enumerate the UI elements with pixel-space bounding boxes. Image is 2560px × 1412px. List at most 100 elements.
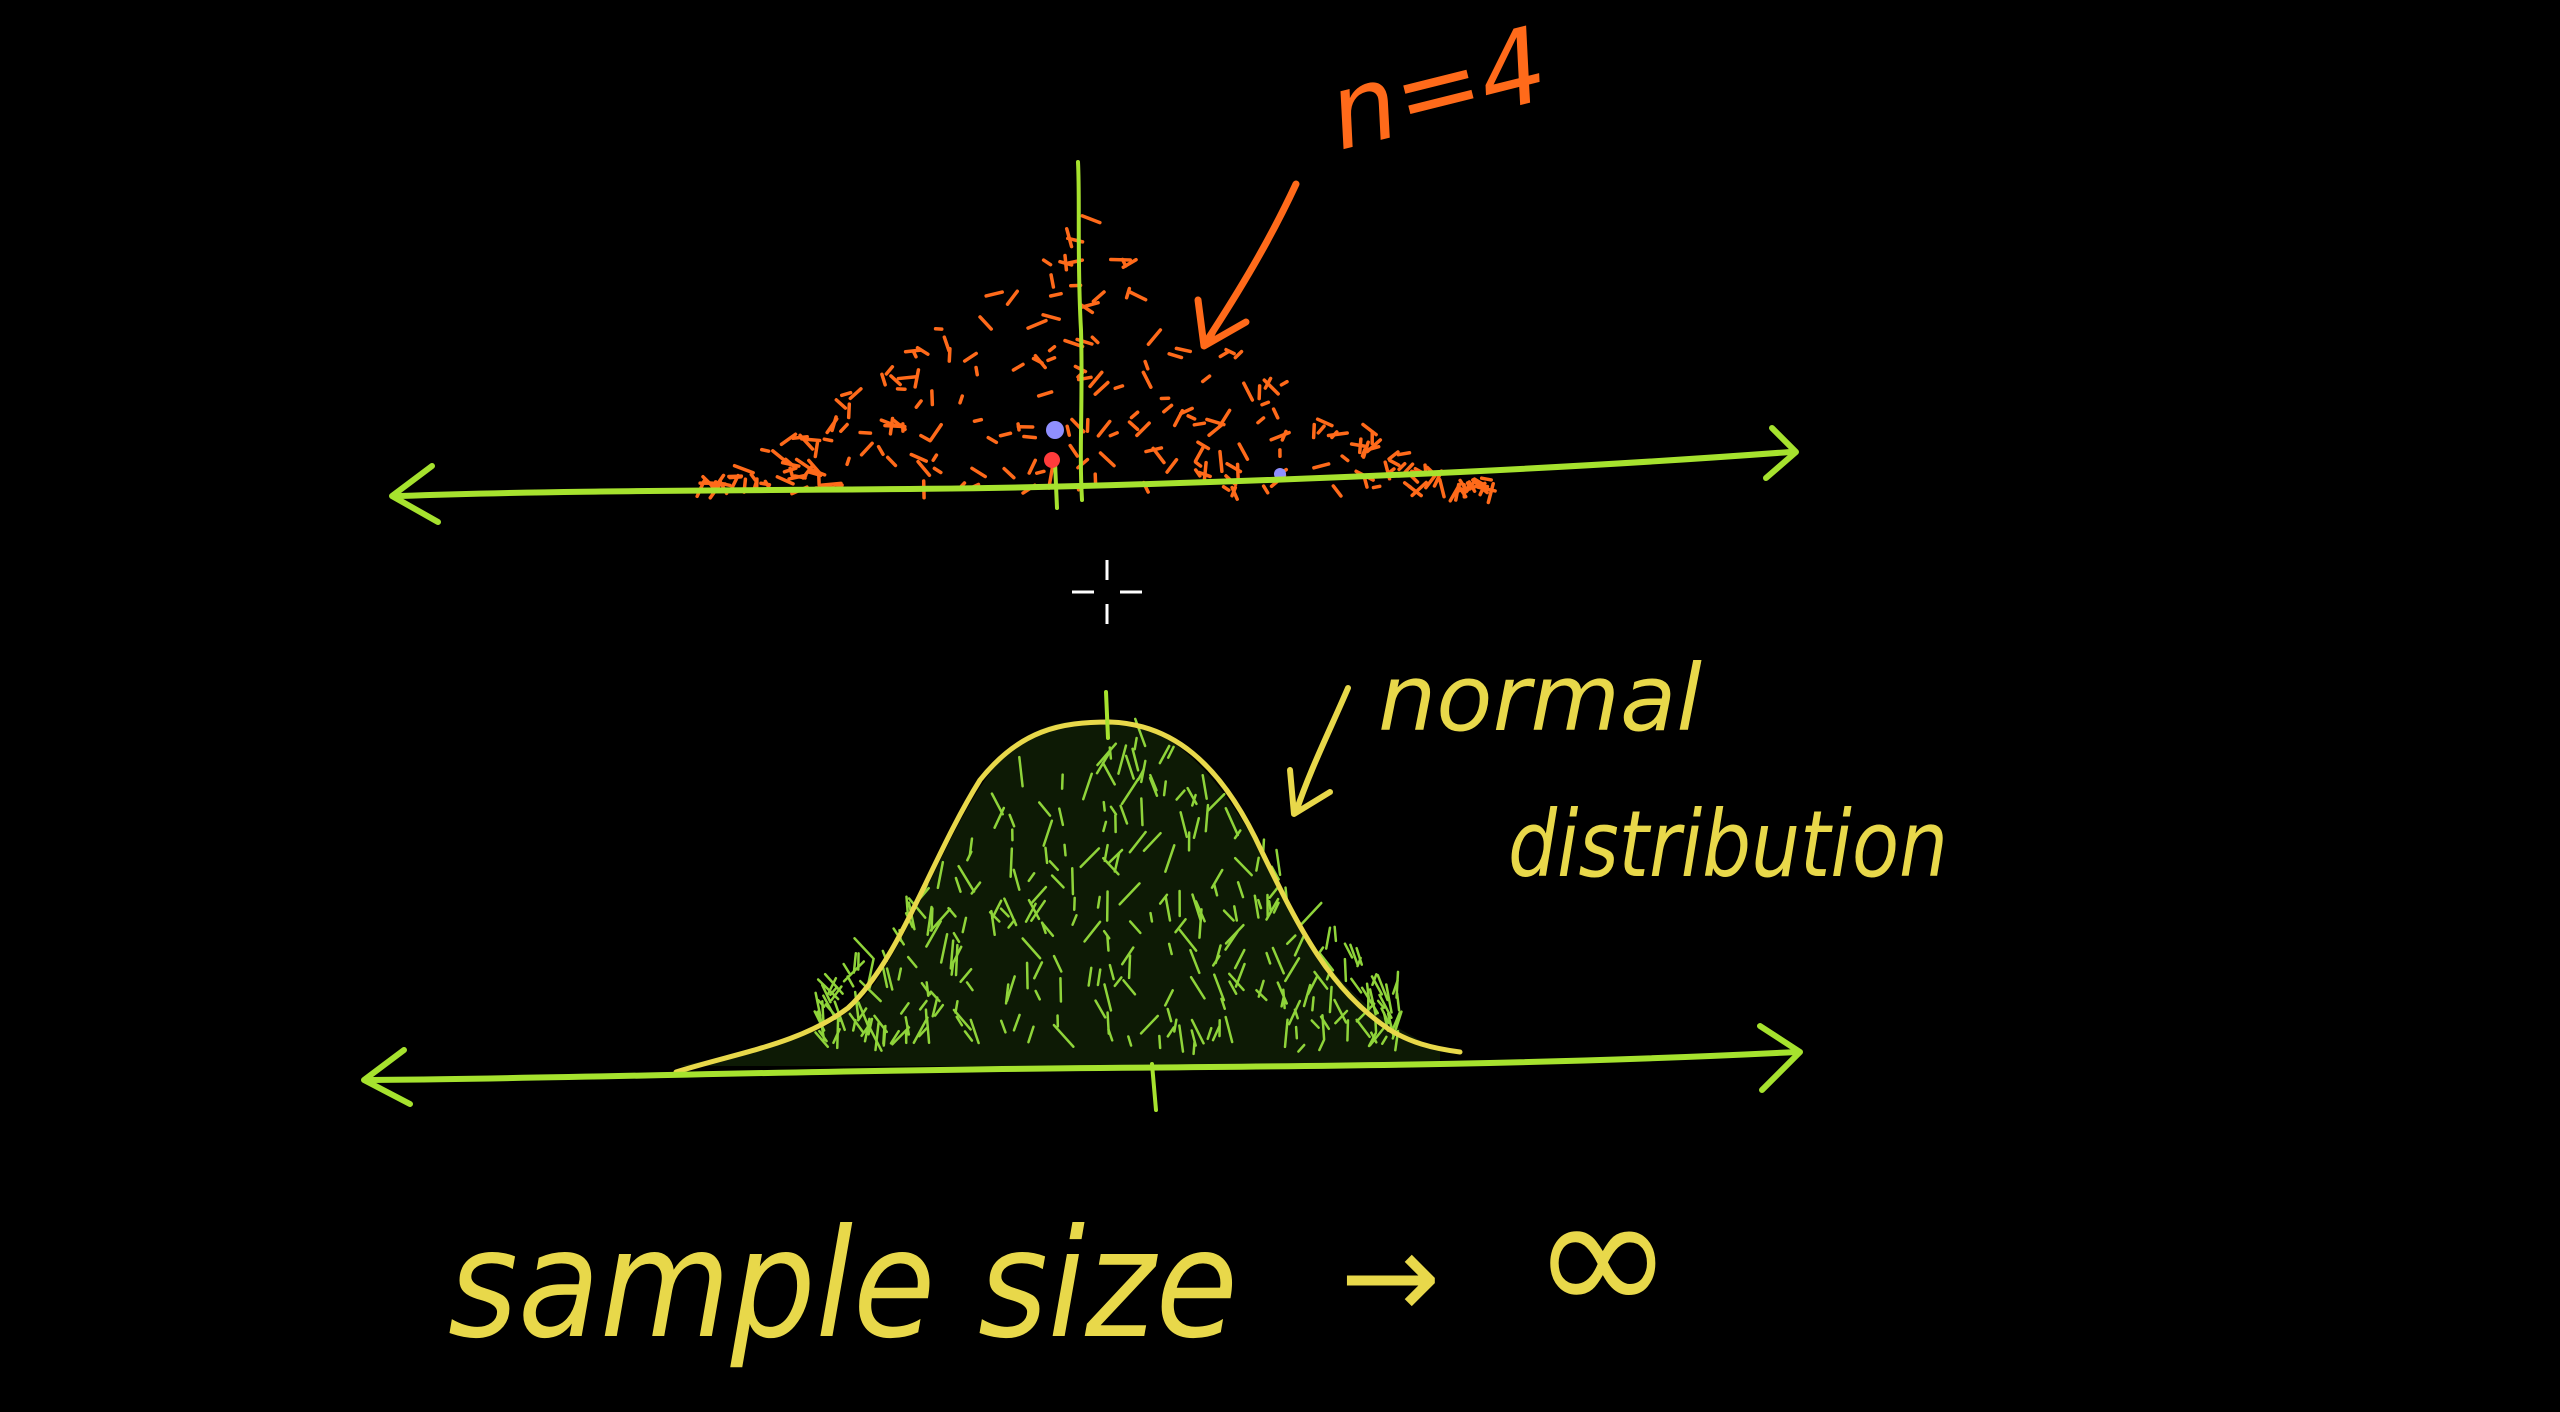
top-axis-line — [397, 449, 1793, 499]
bell-hatch-stroke — [1103, 843, 1109, 863]
bell-hatch-stroke — [1058, 807, 1065, 827]
bell-hatch-stroke — [1166, 1026, 1176, 1038]
top-dot-stroke — [1027, 458, 1038, 475]
top-dot-stroke — [1458, 478, 1466, 489]
bell-hatch-stroke — [952, 1008, 972, 1031]
bell-hatch-stroke — [1313, 970, 1329, 990]
bell-hatch-stroke — [999, 1019, 1007, 1034]
bell-hatch-stroke — [961, 916, 968, 934]
bell-hatch-stroke — [1233, 948, 1246, 970]
top-dot-stroke — [1202, 460, 1208, 483]
bell-hatch-stroke — [1272, 901, 1280, 914]
bell-hatch-stroke — [990, 792, 1004, 816]
bell-hatch-stroke — [918, 999, 928, 1011]
bell-hatch-stroke — [1213, 883, 1219, 897]
bell-hatch-stroke — [1102, 820, 1108, 833]
top-dot-stroke — [1438, 477, 1446, 499]
bell-hatch-stroke — [1158, 893, 1169, 905]
bell-hatch-stroke — [1027, 1025, 1035, 1044]
top-dot-stroke — [1279, 379, 1289, 387]
crosshair-icon — [1072, 560, 1142, 624]
top-dot-stroke — [1049, 273, 1056, 289]
top-dot-stroke — [787, 473, 808, 481]
label-pointer-arrowhead — [1194, 296, 1250, 350]
top-dot-stroke — [1065, 424, 1072, 437]
top-dot-stroke — [1365, 438, 1383, 454]
top-dot-stroke — [759, 481, 772, 487]
top-dot-stroke — [1026, 318, 1048, 330]
bell-hatch-stroke — [930, 907, 934, 932]
bell-hatch-stroke — [853, 990, 860, 1021]
top-dot-stroke — [1387, 450, 1400, 461]
bell-hatch-stroke — [873, 1014, 889, 1034]
top-dot-stroke — [1410, 480, 1428, 498]
bell-hatch-stroke — [1381, 1035, 1388, 1046]
bell-hatch-stroke — [1094, 999, 1107, 1019]
top-dot-stroke — [1034, 469, 1046, 475]
bell-hatch-stroke — [1287, 999, 1302, 1026]
bell-hatch-stroke — [1050, 874, 1065, 889]
top-dot-stroke — [845, 456, 851, 467]
bell-hatch-stroke — [1096, 968, 1102, 987]
top-dot-stroke — [1080, 214, 1102, 225]
caption: sample size → ∞ — [448, 1157, 1674, 1372]
bell-hatch-stroke — [1158, 744, 1171, 765]
bell-hatch-stroke — [1033, 961, 1044, 980]
bell-hatch-stroke — [949, 939, 955, 970]
bell-hatch-stroke — [1211, 954, 1221, 967]
bell-hatch-stroke — [939, 933, 949, 964]
top-dot-stroke — [913, 368, 921, 389]
bell-hatch-stroke — [813, 1010, 826, 1032]
top-center-tick — [1076, 160, 1084, 502]
bell-hatch-stroke — [867, 957, 875, 985]
top-dot-stroke — [1454, 482, 1461, 502]
bell-hatch-stroke — [1282, 988, 1286, 1010]
top-dot-stroke — [846, 402, 852, 420]
bell-hatch-stroke — [830, 985, 843, 1002]
bell-hatch-stroke — [1228, 980, 1238, 995]
normal-curve-fill — [680, 720, 1440, 1066]
bell-hatch-stroke — [1206, 1026, 1213, 1041]
normal-curve — [673, 719, 1463, 1075]
top-dot-stroke — [1221, 485, 1231, 492]
top-dot-stroke — [1340, 454, 1350, 463]
bell-hatch-stroke — [1108, 963, 1115, 981]
bell-hatch-stroke — [1355, 946, 1364, 966]
bell-hatch-stroke — [959, 967, 973, 984]
top-dot-stroke — [1193, 468, 1202, 478]
bell-hatch-stroke — [1224, 807, 1240, 837]
bell-hatch-stroke — [867, 1017, 874, 1036]
bell-hatch-stroke — [1220, 997, 1226, 1010]
top-dot-stroke — [1207, 423, 1224, 437]
bell-hatch-stroke — [1162, 780, 1167, 797]
bell-hatch-stroke — [1120, 946, 1135, 966]
bell-hatch-stroke — [925, 920, 942, 948]
bell-hatch-stroke — [925, 981, 930, 997]
bell-hatch-stroke — [1236, 881, 1245, 899]
bell-hatch-stroke — [969, 1018, 980, 1045]
bell-hatch-stroke — [1133, 736, 1138, 751]
top-dot-stroke — [1093, 380, 1110, 396]
top-dot-stroke — [914, 399, 923, 409]
bell-hatch-stroke — [1285, 934, 1297, 946]
bell-hatch-stroke — [1300, 901, 1323, 926]
top-dot-stroke — [903, 348, 923, 354]
top-dot-stroke — [972, 417, 984, 424]
bell-hatch-stroke — [1310, 1019, 1320, 1029]
bell-hatch-stroke — [990, 899, 1003, 920]
bell-hatch-stroke — [1106, 935, 1110, 952]
bell-hatch-stroke — [821, 999, 825, 1023]
bell-hatch-stroke — [869, 1027, 883, 1052]
bell-hatch-stroke — [1005, 975, 1016, 1003]
bell-hatch-stroke — [1253, 894, 1260, 919]
top-plot-label: n=4 — [1317, 3, 1559, 174]
bell-hatch-stroke — [1158, 1034, 1162, 1050]
bell-hatch-stroke — [1311, 996, 1315, 1012]
bell-hatch-stroke — [1044, 846, 1049, 865]
bell-hatch-stroke — [950, 962, 955, 976]
bell-hatch-stroke — [1385, 983, 1393, 1014]
bell-hatch-stroke — [1008, 813, 1016, 828]
bell-hatch-stroke — [999, 907, 1010, 918]
top-dot-stroke — [1165, 457, 1179, 474]
top-dot-stroke — [984, 290, 1004, 298]
